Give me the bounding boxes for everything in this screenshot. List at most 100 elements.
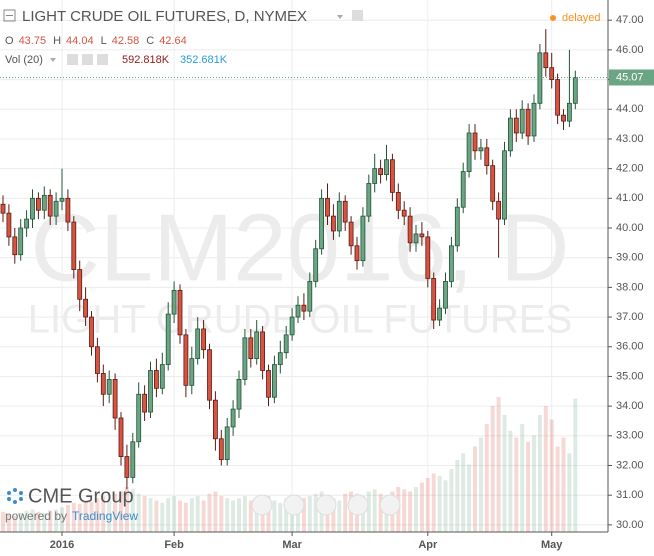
volume-bar <box>561 437 566 532</box>
candle-body <box>301 304 307 312</box>
nav-buttons <box>251 494 401 516</box>
candle-body <box>201 328 207 351</box>
volume-bar <box>437 475 442 532</box>
volume-bar <box>219 496 224 532</box>
candle-body <box>260 331 266 371</box>
y-tick-label: 43.00 <box>616 133 644 145</box>
scroll-right-button[interactable] <box>347 494 369 516</box>
candle-body <box>325 197 330 217</box>
candle-body <box>12 236 18 256</box>
volume-settings[interactable] <box>67 54 78 65</box>
candle-body <box>283 334 289 354</box>
candle-body <box>83 298 88 318</box>
status-dot <box>550 15 556 21</box>
volume-bar <box>508 430 513 532</box>
provider[interactable]: TradingView <box>72 509 138 523</box>
candle-body <box>431 278 437 321</box>
volume-ma-value: 352.681K <box>180 54 228 66</box>
volume-format[interactable] <box>82 54 93 65</box>
volume-bar <box>101 496 106 532</box>
volume-bar <box>520 424 525 532</box>
candle-body <box>561 114 566 122</box>
candle-body <box>230 408 236 428</box>
candle-body <box>130 441 136 478</box>
volume-bar <box>83 500 88 532</box>
reset-button[interactable] <box>315 494 337 516</box>
volume-close[interactable] <box>97 54 108 65</box>
volume-bar <box>1 511 5 532</box>
candle-body <box>153 370 159 389</box>
candle-body <box>254 331 260 360</box>
volume-menu[interactable] <box>50 58 56 62</box>
volume-bar <box>455 460 460 532</box>
volume-bar <box>431 473 436 532</box>
settings-icon[interactable] <box>352 10 363 21</box>
ohlc-legend: O 43.75 H 44.04 L 42.58 C 42.64 <box>5 35 187 47</box>
candle-body <box>460 171 466 208</box>
y-tick-label: 30.00 <box>616 519 644 531</box>
candle-body <box>142 393 148 413</box>
volume-bar <box>490 406 495 532</box>
axis-layer: 30.00 31.00 32.00 33.00 34.00 35.00 36.00 37.00… <box>50 14 644 551</box>
x-tick-label: Feb <box>164 539 184 551</box>
candle-body <box>466 132 472 172</box>
y-tick-label: 38.00 <box>616 281 644 293</box>
status: delayed <box>562 12 601 24</box>
scroll-left-button[interactable] <box>283 494 305 516</box>
volume-bar <box>372 489 377 532</box>
candle-body <box>519 108 525 134</box>
candle-body <box>248 337 254 360</box>
y-tick-label: 36.00 <box>616 341 644 353</box>
candle-body <box>384 159 389 175</box>
candle-body <box>366 183 372 217</box>
candle-body <box>112 379 118 419</box>
volume-bar <box>313 493 318 532</box>
volume-bar <box>484 424 489 532</box>
candle-body <box>18 227 24 256</box>
volume-bar <box>6 514 11 532</box>
ohlc-key: H <box>53 35 61 47</box>
volume-bar <box>48 510 53 532</box>
volume-bar <box>18 512 23 532</box>
volume-bar <box>461 453 466 532</box>
y-tick-label: 37.00 <box>616 311 644 323</box>
volume-bar <box>65 505 70 532</box>
volume-bar <box>526 442 531 532</box>
volume-bar <box>343 493 348 532</box>
candle-body <box>118 417 124 457</box>
volume-bar <box>71 502 76 532</box>
candle-body <box>171 289 177 315</box>
volume-bar <box>248 500 253 532</box>
volume-bar <box>42 512 47 532</box>
candle-body <box>30 197 35 220</box>
candle-body <box>89 316 94 348</box>
x-tick-label: Mar <box>282 539 302 551</box>
candle-body <box>165 313 171 365</box>
candle-body <box>454 206 460 247</box>
volume-bar <box>419 482 424 532</box>
volume-bar <box>408 491 413 532</box>
volume-bar <box>449 469 454 532</box>
collapse-icon[interactable] <box>3 9 16 22</box>
candle-body <box>425 236 431 279</box>
candle-body <box>124 456 130 478</box>
candle-body <box>65 197 71 223</box>
volume-bar <box>543 406 548 532</box>
candle-body <box>106 379 112 395</box>
volume-bar <box>142 496 147 532</box>
candle-body <box>95 346 100 374</box>
volume-bar <box>154 500 159 532</box>
candle-body <box>242 337 248 380</box>
zoom-out-button[interactable] <box>251 494 273 516</box>
candle-body <box>41 194 47 211</box>
candle-body <box>218 438 224 460</box>
volume-bar <box>278 502 283 532</box>
volume-legend-label: Vol (20) <box>5 54 43 66</box>
volume-bar <box>537 415 542 532</box>
title-menu[interactable] <box>337 15 343 19</box>
candle-body <box>348 221 354 247</box>
zoom-in-button[interactable] <box>379 494 401 516</box>
volume-bar <box>473 446 477 532</box>
volume-bar <box>130 489 135 532</box>
candle-body <box>224 426 230 460</box>
